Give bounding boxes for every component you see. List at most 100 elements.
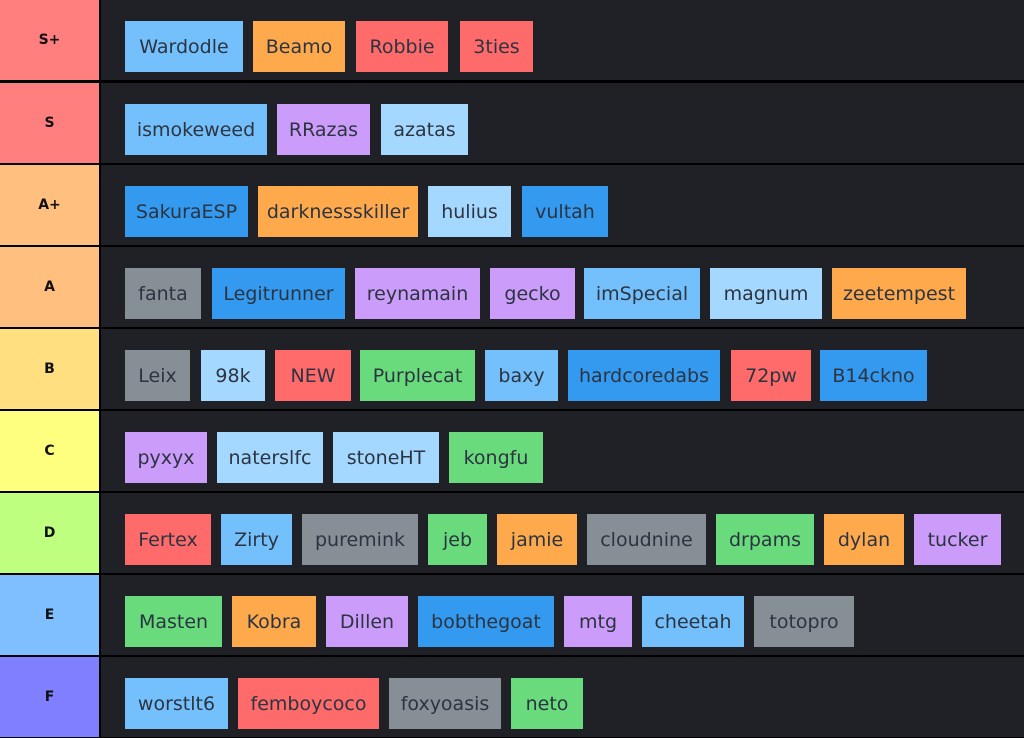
tier-item[interactable]: Zirty (221, 514, 292, 565)
tier-item[interactable]: reynamain (355, 268, 480, 319)
tier-item-label: Kobra (246, 610, 302, 633)
tier-item[interactable]: 72pw (731, 350, 811, 401)
tier-drop-zone[interactable]: Leix 98k NEW Purplecat baxy hardcoredabs 72pw B… (101, 329, 1024, 409)
tier-item[interactable]: jamie (497, 514, 577, 565)
tier-item[interactable]: worstlt6 (125, 678, 228, 729)
tier-item[interactable]: tucker (914, 514, 1001, 565)
tier-row: B Leix 98k NEW Purplecat baxy hardcoredabs 72pw… (0, 329, 1024, 409)
tier-drop-zone[interactable]: ismokeweed RRazas azatas (101, 83, 1024, 163)
tier-row: E Masten Kobra Dillen bobthegoat mtg cheetah to… (0, 575, 1024, 655)
tier-drop-zone[interactable]: worstlt6 femboycoco foxyoasis neto (101, 657, 1024, 737)
tier-drop-zone[interactable]: Masten Kobra Dillen bobthegoat mtg cheetah tot… (101, 575, 1024, 655)
tier-item-label: Wardodle (139, 35, 229, 58)
tier-item-label: hulius (441, 200, 498, 223)
tier-label[interactable]: S (0, 83, 99, 163)
tier-item[interactable]: gecko (490, 268, 575, 319)
tier-item-label: Purplecat (372, 364, 463, 387)
tier-item[interactable]: baxy (485, 350, 558, 401)
tier-label[interactable]: F (0, 657, 99, 737)
tier-item-label: dylan (837, 528, 891, 551)
tier-item-label: bobthegoat (431, 610, 541, 633)
tier-item[interactable]: Legitrunner (212, 268, 345, 319)
tier-label[interactable]: C (0, 411, 99, 491)
tier-item[interactable]: naterslfc (217, 432, 323, 483)
tier-item[interactable]: fanta (125, 268, 201, 319)
tier-item-label: foxyoasis (400, 692, 490, 715)
tier-item-label: baxy (498, 364, 545, 387)
tier-item[interactable]: Beamo (253, 21, 345, 72)
tier-item[interactable]: hulius (428, 186, 511, 237)
tier-drop-zone[interactable]: Wardodle Beamo Robbie 3ties (101, 0, 1024, 80)
tier-item[interactable]: vultah (522, 186, 608, 237)
tier-item-label: azatas (393, 118, 456, 141)
tier-item[interactable]: drpams (716, 514, 814, 565)
tier-item[interactable]: Purplecat (360, 350, 475, 401)
tier-label[interactable]: E (0, 575, 99, 655)
tier-item[interactable]: Leix (125, 350, 190, 401)
tier-label[interactable]: B (0, 329, 99, 409)
tier-item-label: femboycoco (250, 692, 367, 715)
tier-drop-zone[interactable]: fanta Legitrunner reynamain gecko imSpecial m… (101, 247, 1024, 327)
tier-item[interactable]: pyxyx (125, 432, 207, 483)
tier-item-label: reynamain (366, 282, 469, 305)
tier-item[interactable]: Robbie (356, 21, 448, 72)
tier-item[interactable]: cheetah (642, 596, 744, 647)
tier-item-label: pyxyx (137, 446, 195, 469)
tier-label[interactable]: S+ (0, 0, 99, 80)
tier-item[interactable]: femboycoco (238, 678, 379, 729)
tier-item-label: RRazas (288, 118, 359, 141)
tier-item[interactable]: 98k (201, 350, 265, 401)
tier-label[interactable]: D (0, 493, 99, 573)
tier-item-label: hardcoredabs (578, 364, 710, 387)
tier-item[interactable]: puremink (302, 514, 418, 565)
tier-item[interactable]: RRazas (277, 104, 370, 155)
tier-item[interactable]: bobthegoat (418, 596, 554, 647)
tier-label[interactable]: A (0, 247, 99, 327)
tier-item[interactable]: zeetempest (832, 268, 966, 319)
tier-item-label: NEW (290, 364, 336, 387)
tier-item[interactable]: foxyoasis (389, 678, 501, 729)
tier-item-label: worstlt6 (137, 692, 216, 715)
tier-item[interactable]: ismokeweed (125, 104, 267, 155)
tier-item[interactable]: jeb (428, 514, 487, 565)
tier-label[interactable]: A+ (0, 165, 99, 245)
tier-item-label: mtg (578, 610, 618, 633)
tier-item[interactable]: totopro (754, 596, 854, 647)
tier-item[interactable]: darknessskiller (258, 186, 418, 237)
tier-item[interactable]: Masten (125, 596, 222, 647)
tier-item[interactable]: mtg (564, 596, 632, 647)
tier-item[interactable]: imSpecial (584, 268, 700, 319)
tier-item[interactable]: Dillen (326, 596, 408, 647)
tier-item[interactable]: dylan (824, 514, 904, 565)
tier-item[interactable]: B14ckno (820, 350, 927, 401)
tier-item-label: B14ckno (832, 364, 915, 387)
tier-item[interactable]: 3ties (460, 21, 533, 72)
tier-item[interactable]: azatas (381, 104, 468, 155)
tier-item[interactable]: hardcoredabs (568, 350, 720, 401)
tier-drop-zone[interactable]: pyxyx naterslfc stoneHT kongfu (101, 411, 1024, 491)
tier-item[interactable]: Kobra (232, 596, 316, 647)
tier-item-label: tucker (927, 528, 988, 551)
tier-drop-zone[interactable]: Fertex Zirty puremink jeb jamie cloudnine drpa… (101, 493, 1024, 573)
tier-item[interactable]: Wardodle (125, 21, 243, 72)
tier-item-label: naterslfc (228, 446, 312, 469)
tier-item-label: Legitrunner (223, 282, 334, 305)
tier-item[interactable]: Fertex (125, 514, 211, 565)
tier-drop-zone[interactable]: SakuraESP darknessskiller hulius vultah (101, 165, 1024, 245)
tier-item-label: SakuraESP (135, 200, 238, 223)
tier-item[interactable]: neto (511, 678, 583, 729)
tier-item[interactable]: magnum (710, 268, 822, 319)
tier-item[interactable]: kongfu (449, 432, 543, 483)
tier-item-label: gecko (504, 282, 561, 305)
tier-item[interactable]: stoneHT (333, 432, 439, 483)
tier-item-label: vultah (535, 200, 595, 223)
tier-item[interactable]: NEW (275, 350, 351, 401)
tier-item[interactable]: SakuraESP (125, 186, 248, 237)
tier-item-label: stoneHT (346, 446, 426, 469)
tier-item[interactable]: cloudnine (587, 514, 706, 565)
